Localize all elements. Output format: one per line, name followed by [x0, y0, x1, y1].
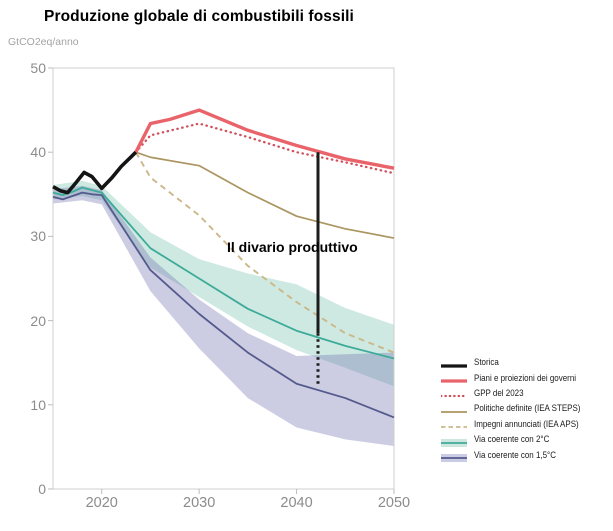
legend-item-piani-e-proiezioni: Piani e proiezioni dei governi — [441, 370, 613, 385]
production-gap-annotation: Il divario produttivo — [227, 239, 358, 255]
legend-item-via-1-5c: Via coerente con 1,5°C — [441, 447, 613, 463]
gpp-dotted-swatch-icon — [439, 388, 469, 398]
storica-line-swatch-icon — [441, 358, 467, 368]
x-tick-label: 2050 — [377, 495, 411, 511]
y-axis-unit-label: GtCO2eq/anno — [8, 36, 79, 48]
y-tick-label: 0 — [38, 481, 46, 497]
series-storica — [52, 150, 138, 195]
plot-border — [52, 67, 395, 490]
legend-label: Impegni annunciati (IEA APS) — [474, 418, 579, 430]
legend-item-politiche-definite: Politiche definite (IEA STEPS) — [441, 401, 613, 416]
y-tick-label: 20 — [30, 312, 46, 329]
legend-label: GPP del 2023 — [474, 387, 524, 399]
legend-item-gpp-2023: GPP del 2023 — [439, 386, 613, 401]
one-five-deg-band-swatch-icon — [441, 450, 467, 463]
legend-item-impegni-annunciati: Impegni annunciati (IEA APS) — [441, 417, 613, 432]
chart-legend: Storica Piani e proiezioni dei governi G… — [439, 355, 613, 463]
x-tick-label: 2020 — [85, 495, 118, 511]
aps-dashed-swatch-icon — [441, 419, 467, 429]
legend-label: Politiche definite (IEA STEPS) — [474, 403, 581, 415]
piani-line-swatch-icon — [441, 373, 467, 383]
y-tick-label: 50 — [30, 60, 46, 76]
two-deg-band-swatch-icon — [441, 435, 467, 447]
y-tick-label: 40 — [30, 144, 46, 161]
legend-label: Via coerente con 1,5°C — [474, 449, 557, 461]
legend-item-via-2c: Via coerente con 2°C — [441, 432, 613, 447]
y-tick-label: 10 — [30, 396, 46, 413]
series-via-coerente-con-2c — [52, 186, 395, 360]
legend-item-storica: Storica — [441, 355, 613, 370]
series-impegni-annunciati-iea-aps — [134, 151, 395, 354]
chart-title: Produzione globale di combustibili fossi… — [44, 8, 354, 25]
steps-line-swatch-icon — [441, 404, 467, 414]
series-piani-e-proiezioni-dei-governi — [134, 108, 395, 170]
series-gpp-del-2023 — [134, 122, 396, 175]
y-tick-label: 30 — [30, 228, 46, 245]
legend-label: Via coerente con 2°C — [474, 434, 550, 446]
x-tick-label: 2030 — [183, 495, 216, 511]
x-tick-label: 2040 — [280, 495, 313, 511]
legend-label: Piani e proiezioni dei governi — [474, 372, 577, 384]
series-via-coerente-con-1-5c — [52, 191, 395, 419]
legend-label: Storica — [474, 357, 499, 369]
series-politiche-definite-iea-steps — [135, 151, 395, 239]
